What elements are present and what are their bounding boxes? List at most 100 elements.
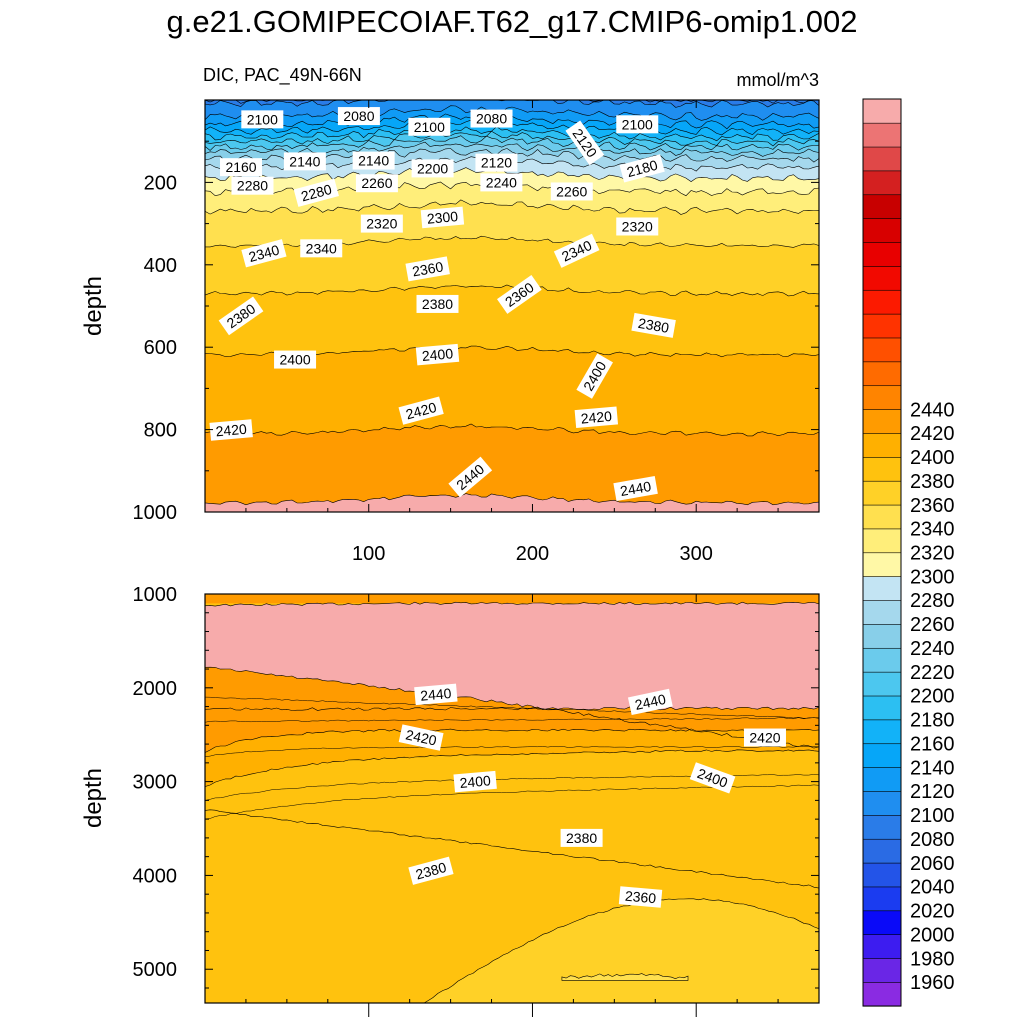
colorbar-swatch: [862, 886, 902, 912]
contour-label-text: 2080: [476, 111, 507, 127]
contour-label-text: 2080: [343, 108, 374, 124]
colorbar-swatch: [862, 981, 902, 1007]
colorbar-tick-label: 2360: [910, 495, 955, 517]
colorbar-tick-label: 2120: [910, 781, 955, 803]
contour-label: 2420: [574, 406, 619, 429]
colorbar-swatch: [862, 695, 902, 721]
contour-label: 2400: [274, 350, 317, 369]
colorbar-swatch: [862, 576, 902, 601]
colorbar-swatch: [862, 194, 902, 219]
colorbar-swatch: [862, 647, 902, 673]
colorbar-swatch: [862, 170, 902, 196]
colorbar-swatch: [862, 552, 902, 577]
colorbar: 1960198020002020204020602080210021202140…: [862, 98, 955, 1007]
contour-label: 2380: [408, 856, 454, 885]
contour-label-text: 2320: [366, 216, 397, 232]
contour-label: 2100: [241, 110, 284, 129]
contour-label-text: 2140: [358, 153, 389, 169]
lower-contour-line: [205, 666, 819, 749]
contour-label: 2080: [470, 109, 513, 128]
y-tick-label: 600: [144, 337, 177, 359]
colorbar-swatch: [862, 504, 902, 530]
contour-label: 2180: [619, 154, 665, 183]
contour-label: 2260: [550, 182, 593, 201]
colorbar-tick-label: 2420: [910, 423, 955, 445]
colorbar-swatch: [862, 743, 902, 768]
y-tick-label: 1000: [133, 502, 178, 524]
colorbar-tick-label: 2240: [910, 638, 955, 660]
colorbar-swatch: [862, 790, 902, 816]
colorbar-swatch: [862, 910, 902, 935]
contour-label-text: 2300: [426, 208, 459, 227]
contour-label-text: 2440: [633, 691, 667, 713]
colorbar-tick-label: 2160: [910, 733, 955, 755]
colorbar-frame: [862, 98, 902, 1007]
x-tick-label: 200: [516, 543, 549, 565]
y-tick-label: 5000: [133, 959, 178, 981]
upper-contour-line: [205, 493, 819, 506]
contour-label: 2120: [475, 153, 518, 172]
lower-contour-line: [205, 728, 819, 753]
contour-label-text: 2420: [215, 421, 248, 440]
x-tick-label: 100: [352, 543, 385, 565]
contour-label: 2360: [405, 256, 450, 282]
contour-label-text: 2380: [637, 315, 671, 336]
figure-title: g.e21.GOMIPECOIAF.T62_g17.CMIP6-omip1.00…: [166, 4, 858, 39]
contour-label-text: 2420: [749, 730, 780, 746]
lower-plot-frame: [204, 593, 820, 1004]
colorbar-swatch: [862, 671, 902, 697]
contour-label: 2260: [355, 174, 398, 193]
lower-band: [561, 973, 689, 981]
colorbar-tick-label: 2260: [910, 614, 955, 636]
lower-contour-lines: [205, 601, 819, 1003]
lower-band: [205, 594, 819, 604]
colorbar-swatch: [862, 934, 902, 959]
upper-y-axis-label: depth: [80, 276, 107, 336]
contour-label: 2360: [618, 886, 663, 908]
upper-contour-line: [205, 135, 819, 151]
contour-label: 2140: [283, 152, 326, 171]
contour-label-text: 2160: [225, 159, 256, 175]
colorbar-tick-label: 2040: [910, 877, 955, 899]
contour-label-text: 2320: [622, 218, 653, 234]
colorbar-swatch: [862, 814, 902, 840]
lower-contour-line: [205, 749, 819, 787]
colorbar-swatch: [862, 456, 902, 482]
colorbar-swatch: [862, 385, 902, 410]
upper-contour-line: [205, 141, 819, 157]
colorbar-tick-label: 2000: [910, 924, 955, 946]
colorbar-swatch: [862, 480, 902, 506]
contour-label: 2400: [453, 770, 497, 793]
y-tick-label: 800: [144, 420, 177, 442]
contour-label: 2160: [220, 158, 263, 177]
colorbar-tick-label: 2400: [910, 447, 955, 469]
contour-label-text: 2260: [361, 175, 392, 191]
contour-label-text: 2120: [481, 155, 512, 171]
contour-label: 2400: [415, 343, 460, 366]
colorbar-swatch: [862, 408, 902, 434]
colorbar-swatch: [862, 957, 902, 983]
contour-label: 2380: [416, 294, 459, 313]
upper-contour-line: [205, 199, 819, 215]
lower-band: [205, 728, 819, 787]
upper-contour-line: [205, 100, 819, 108]
contour-label-text: 2420: [404, 399, 438, 423]
contour-label: 2280: [293, 178, 339, 207]
colorbar-swatch: [862, 432, 902, 458]
y-tick-label: 2000: [133, 678, 178, 700]
colorbar-tick-label: 2280: [910, 590, 955, 612]
lower-contour-line: [423, 898, 819, 1003]
contour-label-text: 2340: [306, 240, 337, 256]
contour-label: 2420: [398, 396, 444, 425]
contour-label: 2200: [411, 159, 454, 178]
colorbar-swatch: [862, 146, 902, 172]
contour-label: 2440: [627, 688, 673, 716]
contour-label: 2080: [337, 107, 380, 126]
contour-label: 2140: [352, 151, 395, 170]
contour-label: 2440: [613, 476, 658, 502]
colorbar-tick-label: 2060: [910, 853, 955, 875]
colorbar-tick-label: 2440: [910, 399, 955, 421]
colorbar-swatch: [862, 337, 902, 363]
contour-label-text: 2280: [299, 181, 333, 205]
